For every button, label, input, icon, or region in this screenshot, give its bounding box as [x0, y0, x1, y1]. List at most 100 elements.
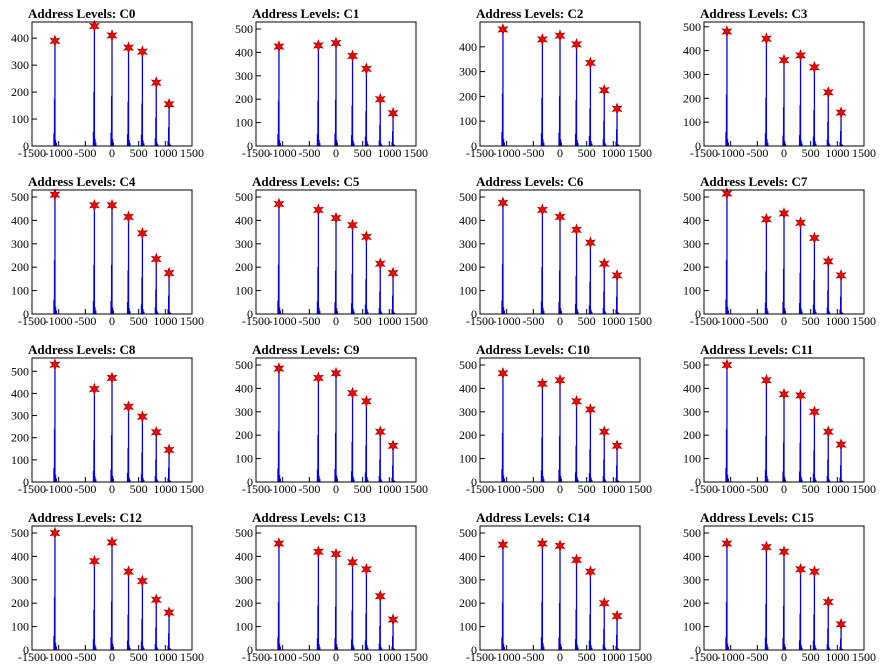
x-tick-label: 500 — [578, 146, 596, 160]
x-tick-label: -1000 — [269, 314, 297, 328]
x-tick-label: 500 — [802, 314, 820, 328]
peak-marker — [835, 617, 847, 631]
peak-marker — [795, 216, 807, 230]
x-tick-label: 1500 — [180, 650, 204, 664]
y-tick-label: 0 — [23, 307, 29, 321]
y-tick-label: 0 — [247, 307, 253, 321]
peak-marker — [760, 540, 772, 554]
x-tick-label: -1000 — [493, 314, 521, 328]
x-tick-label: 1500 — [628, 482, 652, 496]
x-tick-label: 0 — [557, 314, 563, 328]
peak-marker — [150, 76, 162, 90]
x-tick-label: 500 — [354, 482, 372, 496]
x-tick-label: 0 — [557, 482, 563, 496]
y-tick-label: 400 — [235, 213, 253, 227]
peak-marker — [497, 366, 509, 380]
x-tick-label: 500 — [130, 146, 148, 160]
x-tick-label: 1500 — [852, 650, 876, 664]
x-tick-label: -500 — [746, 650, 768, 664]
peak-marker — [163, 443, 175, 457]
peak-marker — [822, 254, 834, 268]
x-tick-label: -1500 — [18, 146, 46, 160]
y-tick-label: 0 — [471, 643, 477, 657]
peak-marker — [387, 439, 399, 453]
peak-marker — [374, 257, 386, 271]
x-tick-label: 1500 — [852, 314, 876, 328]
peak-marker — [760, 373, 772, 387]
chart-panel: Address Levels: C13 0 100 200 300 400 500 -1500… — [235, 510, 428, 664]
peak-marker — [721, 25, 733, 38]
y-tick-label: 100 — [683, 620, 701, 634]
peak-marker — [822, 85, 834, 99]
peak-marker — [584, 565, 596, 579]
peak-marker — [312, 203, 324, 217]
y-tick-label: 500 — [459, 526, 477, 540]
peak-marker — [584, 236, 596, 250]
x-tick-label: 1000 — [825, 482, 849, 496]
peak-marker — [273, 40, 285, 53]
chart-panel: Address Levels: C12 0 100 200 300 400 500 -1500… — [11, 510, 204, 664]
y-tick-label: 300 — [11, 573, 29, 587]
x-tick-label: 1000 — [377, 314, 401, 328]
x-tick-label: -500 — [298, 314, 320, 328]
peak-marker — [835, 438, 847, 451]
x-tick-label: -1500 — [18, 482, 46, 496]
x-tick-label: 1500 — [180, 482, 204, 496]
y-tick-label: 400 — [683, 213, 701, 227]
peak-marker — [347, 386, 359, 400]
x-tick-label: 0 — [781, 650, 787, 664]
y-tick-label: 500 — [459, 358, 477, 372]
x-tick-label: 1000 — [153, 482, 177, 496]
chart-title: Address Levels: C0 — [28, 6, 135, 21]
x-tick-label: -1000 — [45, 314, 73, 328]
x-tick-label: 1500 — [628, 146, 652, 160]
peak-marker — [571, 37, 583, 51]
peak-marker — [808, 405, 820, 419]
chart-title: Address Levels: C13 — [252, 510, 366, 525]
y-tick-label: 100 — [11, 620, 29, 634]
x-tick-label: 0 — [109, 650, 115, 664]
x-tick-label: 1500 — [852, 482, 876, 496]
x-tick-label: 0 — [557, 146, 563, 160]
x-tick-label: 500 — [802, 146, 820, 160]
y-tick-label: 300 — [683, 405, 701, 419]
peak-marker — [387, 613, 399, 626]
peak-marker — [347, 555, 359, 569]
x-tick-label: 1000 — [377, 650, 401, 664]
peak-marker — [136, 574, 148, 588]
peak-marker — [150, 593, 162, 607]
peak-marker — [330, 211, 342, 225]
chart-title: Address Levels: C15 — [700, 510, 814, 525]
peak-marker — [598, 425, 610, 439]
x-tick-label: 0 — [333, 314, 339, 328]
y-tick-label: 300 — [235, 405, 253, 419]
y-tick-label: 0 — [695, 307, 701, 321]
x-tick-label: 0 — [781, 146, 787, 160]
peak-marker — [123, 565, 135, 579]
peak-marker — [360, 394, 372, 408]
chart-panel: Address Levels: C50100200300400500-1500-… — [235, 174, 428, 328]
peak-marker — [273, 362, 285, 375]
chart-title: Address Levels: C11 — [700, 342, 813, 357]
x-tick-label: -1000 — [493, 650, 521, 664]
y-tick-label: 400 — [235, 549, 253, 563]
peak-marker — [106, 371, 118, 385]
x-tick-label: -500 — [522, 482, 544, 496]
x-tick-label: 500 — [354, 314, 372, 328]
x-tick-label: -1000 — [493, 482, 521, 496]
x-tick-label: 500 — [130, 314, 148, 328]
chart-title: Address Levels: C7 — [700, 174, 808, 189]
x-tick-label: 1000 — [825, 146, 849, 160]
y-tick-label: 200 — [11, 596, 29, 610]
peak-marker — [760, 32, 772, 46]
x-tick-label: 0 — [109, 482, 115, 496]
y-tick-label: 100 — [683, 452, 701, 466]
y-tick-label: 500 — [683, 190, 701, 204]
peak-marker — [88, 19, 100, 33]
x-tick-label: 1500 — [404, 650, 428, 664]
y-tick-label: 100 — [459, 620, 477, 634]
chart-panel: Address Levels: C10100200300400500-1500-… — [235, 6, 428, 160]
chart-panel: Address Levels: C10 0 100 200 300 400 500 -1500… — [459, 342, 652, 496]
x-tick-label: -1500 — [466, 482, 494, 496]
peak-marker — [49, 34, 61, 48]
